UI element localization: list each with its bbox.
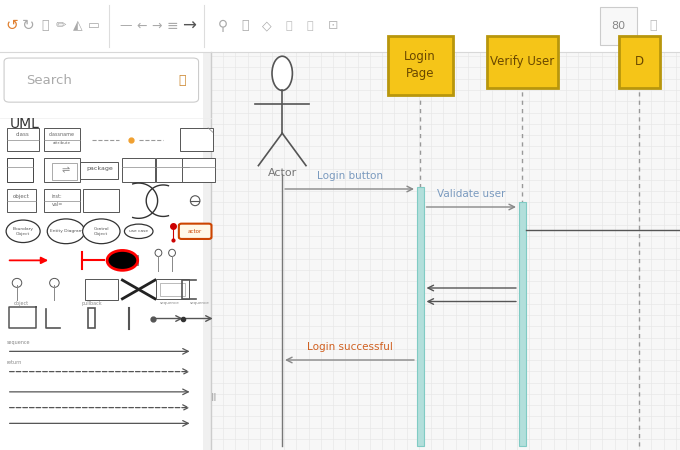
Bar — [80, 162, 118, 179]
Text: Login successful: Login successful — [307, 342, 392, 352]
Bar — [160, 283, 185, 296]
Text: use case: use case — [129, 230, 148, 233]
Text: ⇌: ⇌ — [61, 165, 69, 175]
Bar — [52, 163, 77, 180]
Text: 🔍: 🔍 — [178, 74, 186, 86]
FancyBboxPatch shape — [179, 224, 211, 239]
Ellipse shape — [12, 279, 22, 288]
Text: ↻: ↻ — [22, 18, 35, 33]
Text: 80: 80 — [611, 21, 625, 31]
Text: II: II — [211, 393, 218, 403]
Text: ≡: ≡ — [166, 19, 178, 33]
Text: Verify User: Verify User — [490, 55, 554, 68]
Bar — [180, 128, 213, 151]
Bar — [600, 7, 637, 45]
Ellipse shape — [82, 219, 120, 244]
Text: sequence: sequence — [159, 302, 180, 306]
Text: ▭: ▭ — [88, 19, 100, 32]
Bar — [122, 158, 155, 182]
Text: ⛏: ⛏ — [241, 19, 249, 32]
Ellipse shape — [169, 249, 175, 256]
Bar — [519, 202, 526, 446]
Ellipse shape — [48, 219, 85, 244]
Text: package: package — [86, 166, 114, 171]
Bar — [211, 52, 680, 450]
Bar — [44, 158, 80, 182]
Bar — [203, 52, 211, 450]
Text: Validate user: Validate user — [437, 189, 505, 199]
Bar — [619, 36, 660, 88]
Text: Control
Object: Control Object — [94, 227, 109, 236]
Ellipse shape — [6, 220, 40, 243]
Ellipse shape — [107, 250, 137, 270]
Ellipse shape — [190, 196, 200, 206]
Text: class: class — [16, 132, 30, 137]
Text: Login button: Login button — [316, 171, 383, 181]
Text: ◭: ◭ — [73, 19, 82, 32]
Text: Actor: Actor — [267, 168, 297, 178]
Text: →: → — [182, 17, 196, 35]
Bar — [417, 187, 424, 446]
Bar — [44, 189, 80, 212]
Bar — [0, 52, 203, 450]
Bar — [44, 128, 80, 151]
Text: ⚲: ⚲ — [218, 19, 228, 33]
Text: UML: UML — [10, 117, 39, 131]
Text: 🔒: 🔒 — [285, 21, 292, 31]
Text: ⬛: ⬛ — [41, 19, 49, 32]
Bar — [182, 158, 215, 182]
Text: D: D — [634, 55, 644, 68]
Bar — [7, 189, 36, 212]
Text: ⊡: ⊡ — [328, 19, 339, 32]
Text: Entity Diagram: Entity Diagram — [50, 230, 82, 233]
Bar — [85, 279, 118, 300]
Text: object: object — [13, 194, 30, 198]
Bar — [388, 36, 453, 94]
Ellipse shape — [155, 249, 162, 256]
Text: 🔓: 🔓 — [307, 21, 313, 31]
Text: pullback: pullback — [82, 301, 102, 306]
Text: inst:: inst: — [52, 194, 63, 198]
Bar — [88, 308, 95, 328]
Text: classname: classname — [49, 132, 75, 137]
Bar — [487, 36, 558, 88]
Bar — [83, 189, 119, 212]
Bar — [156, 158, 189, 182]
FancyBboxPatch shape — [4, 58, 199, 102]
Text: Login
Page: Login Page — [405, 50, 436, 80]
Text: actor: actor — [188, 229, 202, 234]
Text: ◇: ◇ — [262, 19, 271, 32]
Text: →: → — [151, 19, 162, 32]
Ellipse shape — [50, 279, 59, 288]
Bar — [0, 0, 680, 52]
Bar — [7, 158, 33, 182]
Text: sequence: sequence — [7, 340, 31, 345]
Text: —: — — [120, 19, 132, 32]
Text: Search: Search — [27, 74, 72, 86]
Ellipse shape — [272, 56, 292, 90]
Text: ←: ← — [136, 19, 147, 32]
Bar — [7, 128, 39, 151]
Text: Boundary
Object: Boundary Object — [13, 227, 33, 236]
Text: ✏: ✏ — [56, 19, 67, 32]
Bar — [156, 279, 189, 299]
Text: object: object — [14, 301, 29, 306]
Bar — [126, 255, 138, 265]
Text: ↺: ↺ — [6, 18, 18, 33]
Text: attribute: attribute — [53, 141, 71, 145]
Text: sequence: sequence — [189, 302, 209, 306]
Text: return: return — [7, 360, 22, 365]
Text: ⛓: ⛓ — [649, 19, 657, 32]
Ellipse shape — [124, 224, 153, 238]
Text: val=: val= — [52, 202, 63, 207]
